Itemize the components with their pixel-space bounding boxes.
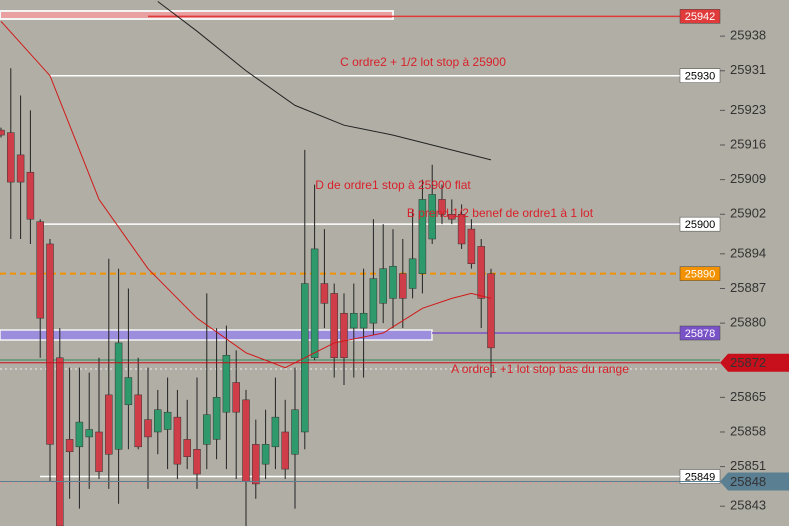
y-tick-label: 25894 [730,245,766,260]
candle-body [203,414,211,445]
candle-body [26,171,35,220]
zone-top [0,10,394,20]
candle-body [163,411,172,430]
y-tick-label: 25931 [730,62,766,77]
candle-body [114,342,123,450]
price-marker-label: 25848 [730,474,766,489]
candle-body [16,154,25,183]
y-tick-label: 25902 [730,206,766,221]
candle-body [379,268,387,304]
level-label-box [679,325,721,341]
candle-body [281,431,289,470]
y-tick-label: 25880 [730,315,766,330]
level-label: 25900 [685,219,716,231]
candle-body [438,199,446,215]
candle-body [222,355,231,413]
y-tick-label: 25923 [730,102,766,117]
y-tick-label: 25858 [730,423,766,438]
y-tick-label: 25887 [730,280,766,295]
candle-body [95,431,103,472]
candle-body [408,258,417,289]
candle-body [261,444,270,465]
candle-body [467,228,476,264]
candle-body [85,429,93,438]
level-label-box [679,216,721,232]
y-tick-label: 25909 [730,171,766,186]
candle-body [320,283,329,304]
candle-body [154,409,162,433]
y-tick-label: 25916 [730,136,766,151]
candle-body [65,439,74,453]
candle-body [232,382,240,413]
candle-body [173,416,182,465]
level-label-box [679,469,721,484]
y-tick-label: 25851 [730,458,766,473]
candle-body [310,248,319,359]
candle-body [193,449,201,475]
candle-body [183,439,191,457]
moving-average [157,1,492,161]
candle-body [75,421,84,448]
candle-body [252,444,260,485]
level-label-box [679,266,721,281]
level-label: 25930 [685,71,716,83]
candle-body [242,399,250,482]
annotation: B prend 1/2 benef de ordre1 à 1 lot [407,206,594,220]
price-marker-label: 25872 [730,355,766,370]
candle-body [291,409,299,455]
candle-body [271,416,280,448]
moving-average [0,20,492,369]
candle-body [350,312,358,329]
candle-body [0,129,5,136]
candle-body [212,397,221,440]
candle-body [144,419,152,438]
candle-body [389,265,397,299]
level-label: 25878 [685,328,716,340]
level-label-box [679,68,721,83]
candle-body [448,214,456,220]
y-tick-label: 25843 [730,498,766,513]
candle-body [36,221,44,319]
annotation: D de ordre1 stop à 25900 flat [315,178,471,192]
candle-body [369,278,378,324]
level-label: 25849 [685,471,716,483]
candle-body [124,377,133,406]
candle-body [428,194,436,240]
level-label: 25890 [685,269,716,281]
level-label-box [679,9,721,24]
y-tick-label: 25865 [730,389,766,404]
price-marker [720,353,789,372]
candle-body [340,312,348,359]
price-marker [720,472,789,491]
candle-body [418,199,427,274]
candle-body [7,132,15,183]
candle-body [359,312,368,329]
annotation: C ordre2 + 1/2 lot stop à 25900 [340,55,506,69]
candle-body [56,357,64,526]
y-tick-label: 25938 [730,28,766,43]
level-label: 25942 [685,11,716,23]
candle-body [134,394,142,448]
candle-body [487,273,495,349]
candle-body [46,243,54,445]
zone-range [0,329,433,341]
candle-body [330,293,338,359]
candle-body [105,394,113,455]
candle-body [399,273,407,299]
candle-body [457,214,466,245]
candle-body [477,246,485,299]
annotation: A ordre1 +1 lot stop bas du range [451,362,629,376]
